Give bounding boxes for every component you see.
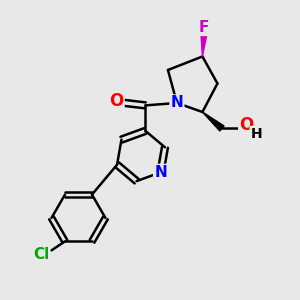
Text: Cl: Cl (33, 248, 49, 262)
Polygon shape (201, 34, 207, 56)
Polygon shape (202, 112, 224, 131)
Text: O: O (239, 116, 254, 134)
Text: N: N (171, 95, 183, 110)
Text: F: F (199, 20, 209, 35)
Text: H: H (250, 127, 262, 141)
Text: N: N (154, 165, 167, 180)
Text: O: O (109, 92, 124, 110)
